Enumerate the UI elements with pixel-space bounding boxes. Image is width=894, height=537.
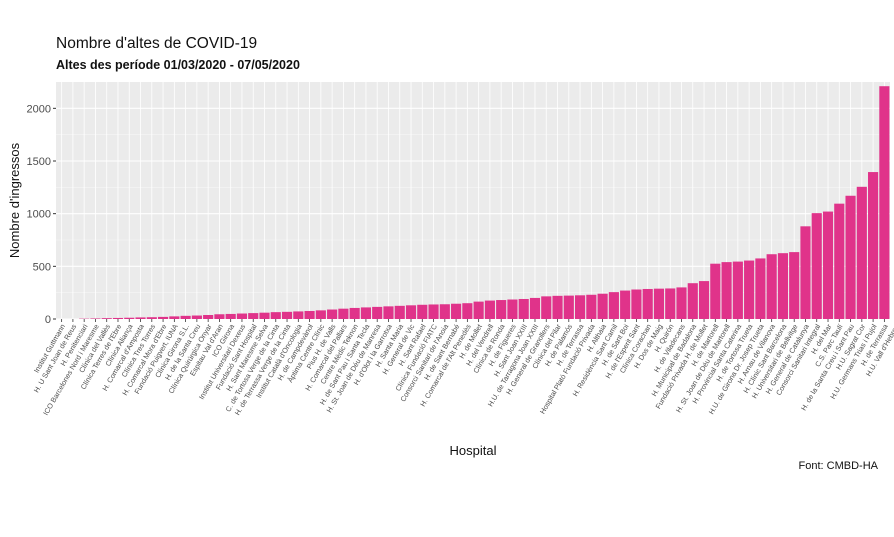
bar [484, 300, 495, 319]
bar [180, 315, 191, 319]
bar [710, 263, 721, 319]
bar [372, 306, 383, 319]
bar [304, 310, 315, 319]
bar [597, 293, 608, 319]
bar [146, 317, 157, 319]
bar [248, 313, 259, 319]
y-axis: 0 500 1000 1500 2000 [27, 103, 56, 326]
bar [383, 306, 394, 319]
bar [541, 296, 552, 319]
bar [665, 288, 676, 319]
y-tick-label: 2000 [27, 103, 51, 115]
bar [417, 304, 428, 319]
bar [653, 288, 665, 319]
bar [575, 295, 586, 319]
bar [473, 301, 484, 319]
bar [169, 316, 180, 319]
bar [405, 305, 417, 319]
bar [766, 254, 777, 319]
bar [755, 258, 766, 319]
bar [270, 312, 281, 319]
bar [360, 307, 371, 319]
bar [879, 86, 890, 320]
bar [642, 288, 653, 319]
bar [101, 318, 112, 319]
bar [834, 203, 845, 319]
bars [79, 86, 890, 320]
bar [496, 300, 507, 319]
bar [203, 315, 214, 319]
bar [112, 317, 124, 319]
y-tick-label: 500 [33, 261, 51, 273]
bar [789, 252, 800, 319]
bar [777, 253, 788, 319]
bar [518, 298, 529, 319]
bar [214, 314, 225, 319]
bar [608, 292, 619, 319]
bar [394, 305, 405, 319]
bar [586, 294, 597, 319]
chart-subtitle: Altes des període 01/03/2020 - 07/05/202… [56, 58, 300, 72]
bar [698, 281, 710, 319]
bar [349, 307, 360, 319]
bar [800, 226, 811, 319]
x-axis-label: Hospital [450, 443, 497, 458]
bar [529, 297, 541, 319]
bar [721, 262, 732, 319]
bar [191, 315, 202, 319]
y-tick-label: 0 [45, 314, 51, 326]
bar [822, 211, 834, 319]
bar [676, 287, 687, 319]
y-tick-label: 1500 [27, 156, 51, 168]
y-axis-label: Nombre d'ingressos [7, 142, 22, 258]
bar [124, 317, 135, 319]
bar [631, 289, 642, 319]
bar [732, 261, 743, 319]
y-tick-label: 1000 [27, 209, 51, 221]
bar [856, 186, 867, 319]
bar [563, 295, 574, 319]
source-caption: Font: CMBD-HA [798, 460, 878, 472]
bar [552, 295, 563, 319]
bar [428, 304, 439, 319]
bar [811, 213, 822, 319]
chart-title: Nombre d'altes de COVID-19 [56, 35, 258, 52]
bar [868, 172, 879, 319]
bar [225, 313, 236, 319]
bar [236, 313, 248, 319]
bar [327, 309, 338, 319]
bar [259, 312, 270, 319]
bar [462, 303, 473, 319]
bar [845, 195, 856, 319]
bar [293, 311, 304, 319]
bar [620, 290, 631, 319]
bar [281, 311, 293, 319]
bar [744, 260, 755, 319]
bar [135, 317, 146, 319]
bar [439, 304, 450, 319]
bar [158, 316, 169, 319]
bar [90, 318, 101, 319]
bar [687, 283, 698, 319]
bar [338, 308, 349, 319]
bar [451, 303, 462, 319]
bar [315, 310, 326, 319]
bar [507, 299, 518, 319]
